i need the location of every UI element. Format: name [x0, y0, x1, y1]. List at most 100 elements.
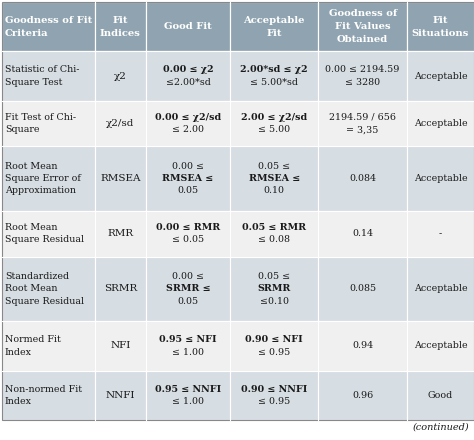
Text: Criteria: Criteria	[5, 29, 49, 38]
Text: Fit Values: Fit Values	[335, 22, 391, 31]
Text: Square Error of: Square Error of	[5, 174, 81, 183]
Text: ≤ 5.00*sd: ≤ 5.00*sd	[250, 78, 298, 87]
Bar	[146, 51, 230, 101]
Text: = 3,35: = 3,35	[346, 125, 379, 134]
Bar	[319, 321, 407, 370]
Text: 0.90 ≤ NFI: 0.90 ≤ NFI	[246, 335, 303, 344]
Text: Goodness of Fit: Goodness of Fit	[5, 16, 92, 25]
Bar	[2, 51, 95, 101]
Bar	[95, 211, 146, 257]
Text: Good Fit: Good Fit	[164, 22, 212, 31]
Bar	[407, 147, 474, 211]
Bar	[2, 321, 95, 370]
Text: 2194.59 / 656: 2194.59 / 656	[329, 113, 396, 122]
Bar	[230, 321, 319, 370]
Text: Good: Good	[428, 391, 453, 400]
Text: Approximation: Approximation	[5, 187, 76, 195]
Text: Root Mean: Root Mean	[5, 223, 57, 232]
Text: 0.05: 0.05	[177, 187, 199, 195]
Bar	[230, 370, 319, 420]
Text: RMR: RMR	[108, 229, 134, 238]
Text: 0.00 ≤ 2194.59: 0.00 ≤ 2194.59	[326, 66, 400, 74]
Text: 0.05 ≤ RMR: 0.05 ≤ RMR	[242, 223, 306, 232]
Bar	[95, 257, 146, 321]
Text: Statistic of Chi-: Statistic of Chi-	[5, 66, 80, 74]
Text: Acceptable: Acceptable	[414, 284, 467, 293]
Bar	[95, 147, 146, 211]
Text: 0.05 ≤: 0.05 ≤	[258, 162, 290, 171]
Bar	[2, 101, 95, 147]
Bar	[319, 101, 407, 147]
Bar	[146, 370, 230, 420]
Bar	[230, 147, 319, 211]
Text: Acceptable: Acceptable	[414, 174, 467, 183]
Text: 0.96: 0.96	[352, 391, 373, 400]
Bar	[230, 211, 319, 257]
Text: SRMR ≤: SRMR ≤	[166, 284, 210, 293]
Bar	[230, 51, 319, 101]
Text: 0.00 ≤ RMR: 0.00 ≤ RMR	[156, 223, 220, 232]
Text: Obtained: Obtained	[337, 35, 388, 44]
Text: Square: Square	[5, 125, 39, 134]
Bar	[95, 321, 146, 370]
Text: 0.95 ≤ NFI: 0.95 ≤ NFI	[159, 335, 217, 344]
Bar	[95, 370, 146, 420]
Text: RMSEA ≤: RMSEA ≤	[249, 174, 300, 183]
Text: Indices: Indices	[100, 29, 141, 38]
Text: ≤ 0.05: ≤ 0.05	[172, 235, 204, 245]
Bar	[146, 147, 230, 211]
Text: ≤0.10: ≤0.10	[260, 297, 289, 306]
Text: 2.00*sd ≤ χ2: 2.00*sd ≤ χ2	[240, 66, 308, 74]
Bar	[95, 2, 146, 51]
Text: ≤2.00*sd: ≤2.00*sd	[165, 78, 210, 87]
Bar	[230, 257, 319, 321]
Bar	[407, 257, 474, 321]
Text: 0.00 ≤: 0.00 ≤	[172, 272, 204, 281]
Text: 0.085: 0.085	[349, 284, 376, 293]
Bar	[146, 101, 230, 147]
Text: Square Test: Square Test	[5, 78, 63, 87]
Text: Root Mean: Root Mean	[5, 162, 57, 171]
Text: Square Residual: Square Residual	[5, 297, 84, 306]
Text: Square Residual: Square Residual	[5, 235, 84, 245]
Bar	[146, 321, 230, 370]
Text: Non-normed Fit: Non-normed Fit	[5, 385, 82, 394]
Bar	[319, 2, 407, 51]
Text: (continued): (continued)	[412, 423, 469, 432]
Bar	[2, 370, 95, 420]
Text: Normed Fit: Normed Fit	[5, 335, 61, 344]
Text: ≤ 1.00: ≤ 1.00	[172, 397, 204, 406]
Text: χ2/sd: χ2/sd	[106, 119, 135, 128]
Bar	[319, 211, 407, 257]
Text: -: -	[439, 229, 442, 238]
Bar	[146, 257, 230, 321]
Bar	[230, 101, 319, 147]
Text: 0.00 ≤: 0.00 ≤	[172, 162, 204, 171]
Bar	[2, 211, 95, 257]
Text: 0.10: 0.10	[264, 187, 285, 195]
Bar	[407, 211, 474, 257]
Bar	[146, 2, 230, 51]
Text: Fit: Fit	[433, 16, 448, 25]
Bar	[319, 147, 407, 211]
Bar	[407, 51, 474, 101]
Text: Index: Index	[5, 397, 32, 406]
Text: Acceptable: Acceptable	[244, 16, 305, 25]
Text: Fit Test of Chi-: Fit Test of Chi-	[5, 113, 76, 122]
Text: Acceptable: Acceptable	[414, 72, 467, 81]
Text: 0.95 ≤ NNFI: 0.95 ≤ NNFI	[155, 385, 221, 394]
Text: χ2: χ2	[114, 72, 127, 81]
Text: RMSEA ≤: RMSEA ≤	[163, 174, 214, 183]
Text: 0.00 ≤ χ2/sd: 0.00 ≤ χ2/sd	[155, 113, 221, 122]
Bar	[319, 370, 407, 420]
Text: NNFI: NNFI	[106, 391, 135, 400]
Text: RMSEA: RMSEA	[100, 174, 141, 183]
Text: SRMR: SRMR	[104, 284, 137, 293]
Text: 0.05: 0.05	[177, 297, 199, 306]
Text: Goodness of: Goodness of	[328, 9, 397, 18]
Text: SRMR: SRMR	[257, 284, 291, 293]
Bar	[2, 2, 95, 51]
Text: Root Mean: Root Mean	[5, 284, 57, 293]
Text: Acceptable: Acceptable	[414, 119, 467, 128]
Bar	[407, 101, 474, 147]
